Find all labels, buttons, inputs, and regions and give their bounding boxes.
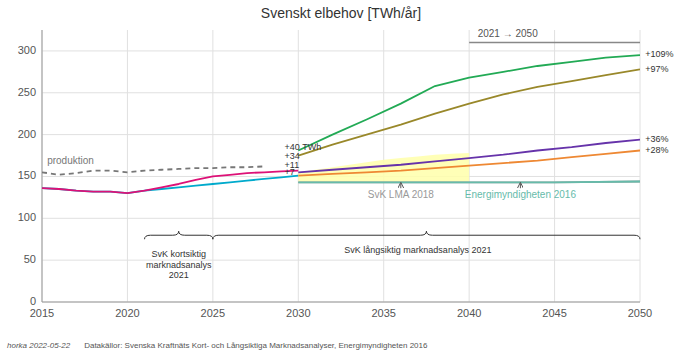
annotation: +7	[285, 167, 295, 177]
grid	[42, 30, 640, 302]
x-tick-label: 2050	[628, 307, 652, 319]
brace-label-line: 2021	[169, 270, 189, 280]
annotation: +97%	[645, 64, 668, 74]
y-grid-line	[42, 92, 640, 93]
braces: SvK kortsiktigmarknadsanalys2021 SvK lång…	[145, 231, 640, 280]
chart: Svenskt elbehov [TWh/år] 0 50 100 150 200 250 3…	[0, 0, 700, 353]
series-line	[298, 181, 640, 184]
annotation: +28%	[645, 145, 668, 155]
x-tick-label: 2030	[286, 307, 310, 319]
x-tick-label: 2020	[115, 307, 139, 319]
brace-label-line: SvK kortsiktig	[151, 249, 206, 259]
label-arrow	[520, 183, 521, 188]
annotation: 2021 → 2050	[478, 28, 538, 39]
y-tick-label: 50	[24, 253, 36, 265]
x-tick-label: 2035	[371, 307, 395, 319]
x-tick-label: 2025	[201, 307, 225, 319]
series-line	[298, 151, 640, 176]
y-axis-line	[42, 30, 43, 302]
y-grid-line	[42, 260, 640, 261]
brace	[145, 231, 213, 239]
series-line	[298, 69, 640, 155]
brace-label: SvK kortsiktigmarknadsanalys2021	[146, 249, 212, 280]
title: Svenskt elbehov [TWh/år]	[261, 5, 421, 21]
series-labels: produktion SvK LMA 2018 Energimyndigheten …	[47, 155, 576, 200]
x-grid-line	[554, 30, 555, 302]
footer: Datakällor: Svenska Kraftnäts Kort- och …	[84, 341, 428, 350]
brace-label: SvK långsiktig marknadsanalys 2021	[344, 245, 491, 255]
series-label: produktion	[47, 155, 94, 166]
y-tick-label: 100	[18, 211, 36, 223]
x-tick-label: 2040	[457, 307, 481, 319]
series-label: Energimyndigheten 2016	[465, 189, 577, 200]
footer: horka 2022-05-22	[7, 341, 71, 350]
y-grid-line	[42, 302, 640, 303]
series-line	[298, 181, 640, 184]
y-grid-line	[42, 218, 640, 219]
x-grid-line	[42, 30, 43, 302]
series-line	[42, 166, 264, 174]
brace	[213, 231, 640, 239]
plot-area	[42, 55, 640, 193]
x-grid-line	[127, 30, 128, 302]
brace-label-line: SvK långsiktig marknadsanalys 2021	[344, 245, 491, 255]
series-line	[42, 171, 298, 194]
series-label: SvK LMA 2018	[368, 189, 435, 200]
y-tick-label: 250	[18, 86, 36, 98]
y-grid-line	[42, 50, 640, 51]
y-tick-label: 300	[18, 44, 36, 56]
annotation: +109%	[645, 49, 673, 59]
x-tick-label: 2015	[30, 307, 54, 319]
x-axis-line	[42, 302, 640, 303]
annotation: +36%	[645, 134, 668, 144]
x-grid-line	[212, 30, 213, 302]
annotation-line	[469, 42, 640, 43]
brace-label-line: marknadsanalys	[146, 260, 212, 270]
series-line	[298, 140, 640, 173]
label-arrow	[400, 183, 401, 188]
x-tick-label: 2045	[542, 307, 566, 319]
annotations: +40 TWh+34+11+7+109%+97%+36%+28%2021 → 2…	[285, 28, 674, 176]
y-tick-label: 0	[30, 295, 36, 307]
x-grid-line	[640, 30, 641, 302]
y-tick-label: 150	[18, 169, 36, 181]
y-tick-label: 200	[18, 128, 36, 140]
y-grid-line	[42, 134, 640, 135]
